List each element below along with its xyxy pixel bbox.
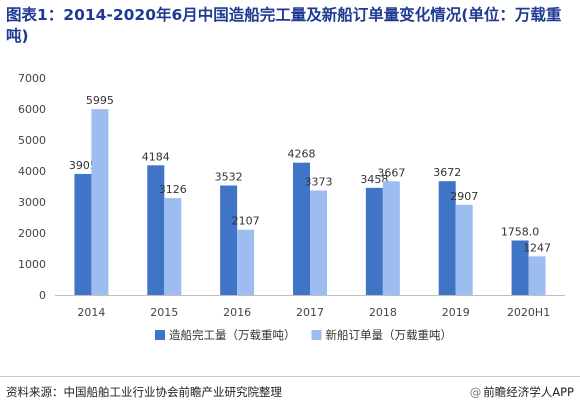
legend-label: 造船完工量（万载重吨） (169, 328, 296, 342)
bar-completion (365, 187, 383, 295)
data-label: 4268 (288, 148, 316, 161)
legend-swatch (311, 330, 322, 340)
x-tick-label: 2015 (150, 306, 178, 319)
bar-completion (74, 173, 92, 295)
x-tick-label: 2018 (369, 306, 397, 319)
source-divider (0, 376, 580, 377)
data-label: 3672 (433, 166, 461, 179)
chart-title: 图表1：2014-2020年6月中国造船完工量及新船订单量变化情况(单位：万载重… (6, 6, 562, 45)
y-tick-label: 2000 (18, 227, 46, 240)
data-label: 3458 (360, 173, 388, 186)
legend-label: 新船订单量（万载重吨） (326, 328, 453, 342)
bar-orders (164, 198, 182, 295)
data-label: 2107 (232, 215, 260, 228)
bar-orders (382, 181, 400, 295)
bar-orders (91, 109, 109, 295)
bar-completion (438, 181, 456, 295)
brand-label: 前瞻经济学人APP (483, 385, 574, 399)
y-tick-label: 5000 (18, 134, 46, 147)
data-label: 3905 (69, 159, 97, 172)
y-tick-label: 0 (39, 289, 46, 302)
bar-orders (528, 256, 546, 295)
data-label: 5995 (86, 94, 114, 107)
x-tick-label: 2020H1 (507, 306, 550, 319)
y-tick-label: 6000 (18, 103, 46, 116)
y-tick-label: 1000 (18, 258, 46, 271)
y-tick-label: 7000 (18, 72, 46, 85)
data-label: 1247 (523, 241, 551, 254)
bar-completion (293, 162, 310, 295)
x-tick-label: 2014 (77, 306, 105, 319)
at-icon: @ (469, 385, 482, 399)
legend-swatch (155, 330, 165, 340)
x-tick-label: 2019 (442, 306, 470, 319)
bar-chart: 0 1000 2000 3000 4000 5000 6000 7000 2014 3905 599… (18, 72, 565, 342)
bar-completion (147, 165, 165, 295)
brand-credit: @ 前瞻经济学人APP (470, 384, 574, 400)
bar-completion (511, 240, 529, 295)
data-label: 3126 (159, 183, 187, 196)
bar-orders (237, 229, 255, 295)
data-label: 3532 (215, 171, 243, 184)
data-label: 1758.0 (501, 226, 540, 239)
x-tick-label: 2016 (223, 306, 251, 319)
bar-orders (455, 204, 473, 295)
source-note: 资料来源：中国船舶工业行业协会前瞻产业研究院整理 (6, 385, 282, 399)
data-label: 3667 (377, 166, 405, 179)
data-label: 4184 (142, 150, 170, 163)
y-tick-label: 4000 (18, 165, 46, 178)
data-label: 3373 (305, 175, 333, 188)
bar-completion (220, 185, 238, 295)
data-label: 2907 (450, 190, 478, 203)
y-tick-label: 3000 (18, 196, 46, 209)
bar-orders (310, 190, 327, 295)
x-tick-label: 2017 (296, 306, 324, 319)
